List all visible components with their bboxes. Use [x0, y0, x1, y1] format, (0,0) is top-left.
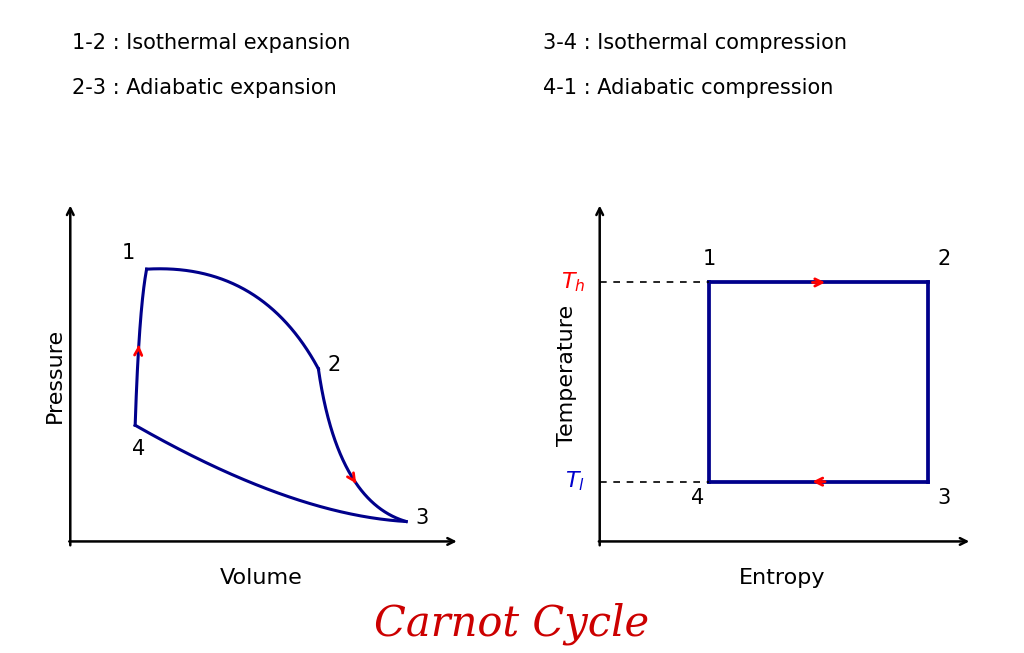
Text: Pressure: Pressure: [45, 328, 65, 423]
Text: 1: 1: [122, 242, 135, 263]
Text: $T_l$: $T_l$: [565, 470, 585, 494]
Text: Volume: Volume: [220, 568, 302, 588]
Text: 3-4 : Isothermal compression: 3-4 : Isothermal compression: [543, 33, 847, 53]
Text: 3: 3: [416, 508, 429, 528]
Text: 1: 1: [702, 249, 716, 269]
Text: 3: 3: [937, 488, 950, 508]
Text: 2: 2: [937, 249, 950, 269]
Text: $T_h$: $T_h$: [561, 270, 585, 295]
Text: 2-3 : Adiabatic expansion: 2-3 : Adiabatic expansion: [72, 78, 337, 99]
Text: 4: 4: [132, 439, 145, 458]
Text: 4-1 : Adiabatic compression: 4-1 : Adiabatic compression: [543, 78, 834, 99]
Text: Carnot Cycle: Carnot Cycle: [375, 602, 649, 645]
Text: 4: 4: [690, 488, 703, 508]
Text: 2: 2: [328, 355, 341, 375]
Text: Entropy: Entropy: [739, 568, 825, 588]
Text: 1-2 : Isothermal expansion: 1-2 : Isothermal expansion: [72, 33, 350, 53]
Text: Temperature: Temperature: [557, 305, 577, 446]
